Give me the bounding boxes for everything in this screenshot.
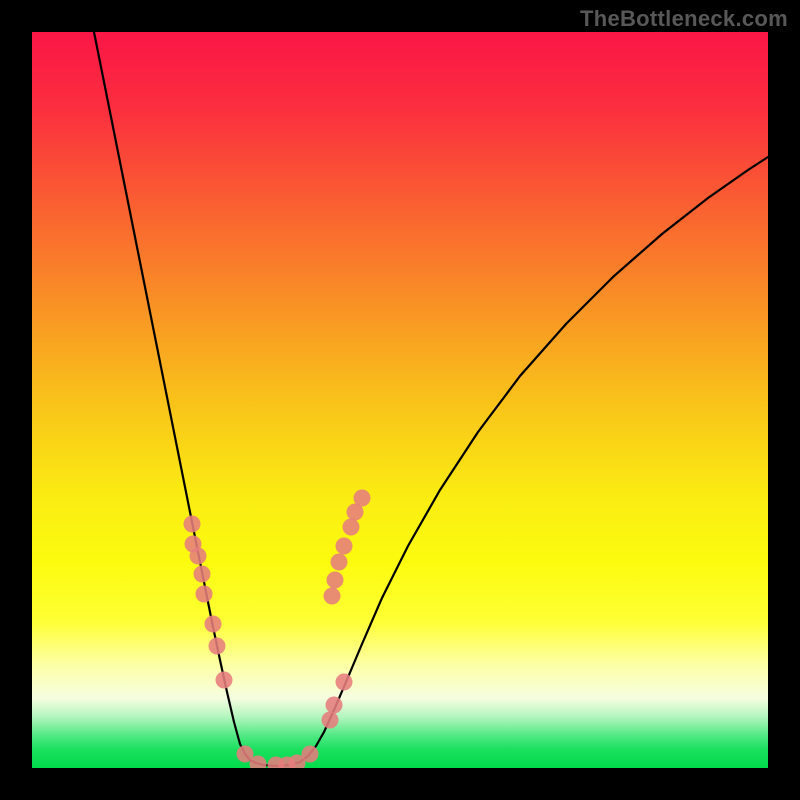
data-marker xyxy=(343,519,360,536)
data-marker xyxy=(322,712,339,729)
data-marker xyxy=(326,697,343,714)
data-marker xyxy=(209,638,226,655)
data-marker xyxy=(354,490,371,507)
data-marker xyxy=(196,586,213,603)
chart-background xyxy=(32,32,768,768)
data-marker xyxy=(324,588,341,605)
watermark-text: TheBottleneck.com xyxy=(580,6,788,32)
data-marker xyxy=(327,572,344,589)
data-marker xyxy=(331,554,348,571)
data-marker xyxy=(184,516,201,533)
bottleneck-chart xyxy=(32,32,768,768)
data-marker xyxy=(194,566,211,583)
data-marker xyxy=(205,616,222,633)
data-marker xyxy=(216,672,233,689)
data-marker xyxy=(190,548,207,565)
data-marker xyxy=(336,538,353,555)
data-marker xyxy=(302,746,319,763)
chart-frame: TheBottleneck.com xyxy=(0,0,800,800)
data-marker xyxy=(336,674,353,691)
